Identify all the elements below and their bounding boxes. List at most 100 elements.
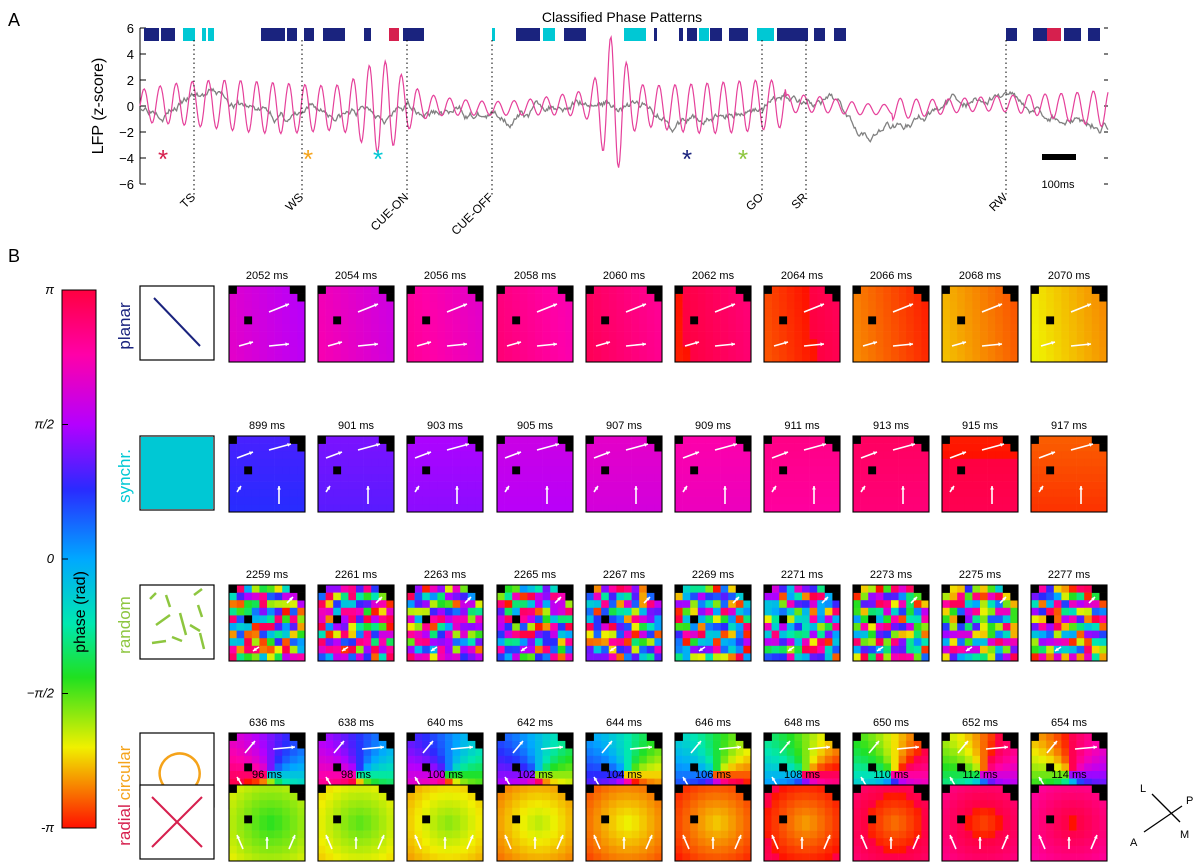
phase-cell — [1046, 592, 1055, 601]
phase-cell — [244, 474, 253, 482]
phase-cell — [1061, 466, 1070, 475]
phase-cell — [593, 339, 602, 348]
phase-cell — [1002, 316, 1011, 325]
phase-cell — [445, 815, 453, 824]
phase-cell — [414, 301, 423, 310]
phase-cell — [1002, 293, 1011, 302]
phase-cell — [906, 630, 915, 639]
phase-cell — [980, 623, 988, 631]
phase-cell — [824, 458, 833, 467]
phase-cell — [593, 286, 602, 294]
phase-cell — [504, 331, 513, 340]
phase-cell — [809, 466, 818, 475]
pattern-segment — [729, 28, 748, 41]
lfp-filtered-trace — [139, 35, 1109, 168]
phase-cell — [259, 301, 268, 310]
phase-cell — [371, 785, 380, 793]
phase-cell — [1099, 504, 1108, 513]
phase-cell — [274, 481, 283, 490]
phase-cell — [964, 436, 973, 444]
phase-cell — [527, 346, 536, 355]
phase-cell — [631, 451, 640, 460]
phase-cell — [1076, 600, 1085, 609]
phase-cell — [356, 592, 364, 601]
phase-cell — [429, 853, 438, 862]
phase-cell — [557, 354, 566, 363]
phase-cell — [705, 653, 714, 662]
phase-cell — [437, 853, 446, 862]
phase-cell — [898, 346, 907, 355]
flow-arrow-head — [521, 647, 525, 651]
phase-cell — [378, 316, 387, 325]
phase-cell — [460, 489, 469, 498]
phase-cell — [356, 778, 364, 787]
phase-cell — [251, 615, 260, 624]
phase-cell — [1046, 324, 1055, 332]
phase-cell — [340, 600, 349, 609]
phase-cell — [786, 331, 795, 340]
phase-cell — [550, 496, 559, 505]
phase-cell — [832, 324, 841, 332]
phase-cell — [728, 443, 737, 452]
phase-cell — [497, 293, 505, 302]
phase-cell — [414, 800, 423, 809]
phase-cell — [853, 496, 861, 505]
phase-cell — [504, 615, 513, 624]
phase-cell — [646, 339, 655, 348]
phase-cell — [429, 443, 438, 452]
phase-cell — [229, 853, 237, 862]
phase-cell — [259, 653, 268, 662]
phase-cell — [259, 815, 268, 824]
phase-cell — [371, 293, 380, 302]
phase-cell — [802, 451, 810, 460]
phase-cell — [832, 638, 841, 647]
phase-cell — [697, 585, 706, 593]
phase-cell — [601, 630, 610, 639]
phase-cell — [1091, 778, 1100, 787]
phase-cell — [460, 443, 469, 452]
phase-cell — [942, 339, 950, 348]
phase-cell — [378, 800, 387, 809]
phase-cell — [244, 785, 253, 793]
phase-cell — [832, 451, 841, 460]
phase-cell — [251, 778, 260, 787]
phase-cell — [422, 785, 431, 793]
phase-cell — [1076, 481, 1085, 490]
phase-cell — [690, 623, 699, 631]
phase-cell — [601, 354, 610, 363]
phase-cell — [1069, 436, 1077, 444]
phase-cell — [565, 771, 574, 779]
phase-cell — [601, 496, 610, 505]
phase-cell — [713, 763, 721, 772]
phase-cell — [794, 504, 803, 513]
phase-cell — [980, 771, 988, 779]
phase-cell — [297, 845, 306, 854]
flow-arrow-head — [861, 777, 865, 781]
phase-cell — [980, 778, 988, 787]
phase-cell — [593, 763, 602, 772]
phase-cell — [639, 436, 648, 444]
phase-cell — [325, 785, 334, 793]
phase-cell — [445, 792, 453, 801]
phase-cell — [786, 474, 795, 482]
phase-cell — [728, 748, 737, 757]
missing-electrode — [512, 615, 521, 624]
phase-cell — [817, 653, 826, 662]
pattern-segment — [705, 28, 709, 41]
phase-cell — [802, 316, 810, 325]
phase-cell — [1061, 301, 1070, 310]
flow-arrow-head — [784, 451, 788, 455]
phase-cell — [244, 630, 253, 639]
phase-cell — [957, 653, 966, 662]
frame-time-label: 2060 ms — [603, 270, 646, 282]
flow-arrow-head — [911, 443, 915, 447]
phase-cell — [318, 458, 326, 467]
phase-cell — [868, 504, 877, 513]
phase-cell — [682, 339, 691, 348]
phase-cell — [267, 800, 275, 809]
flow-arrow — [357, 303, 379, 313]
phase-cell — [340, 316, 349, 325]
phase-cell — [735, 615, 744, 624]
phase-cell — [898, 771, 907, 779]
phase-cell — [1084, 466, 1093, 475]
